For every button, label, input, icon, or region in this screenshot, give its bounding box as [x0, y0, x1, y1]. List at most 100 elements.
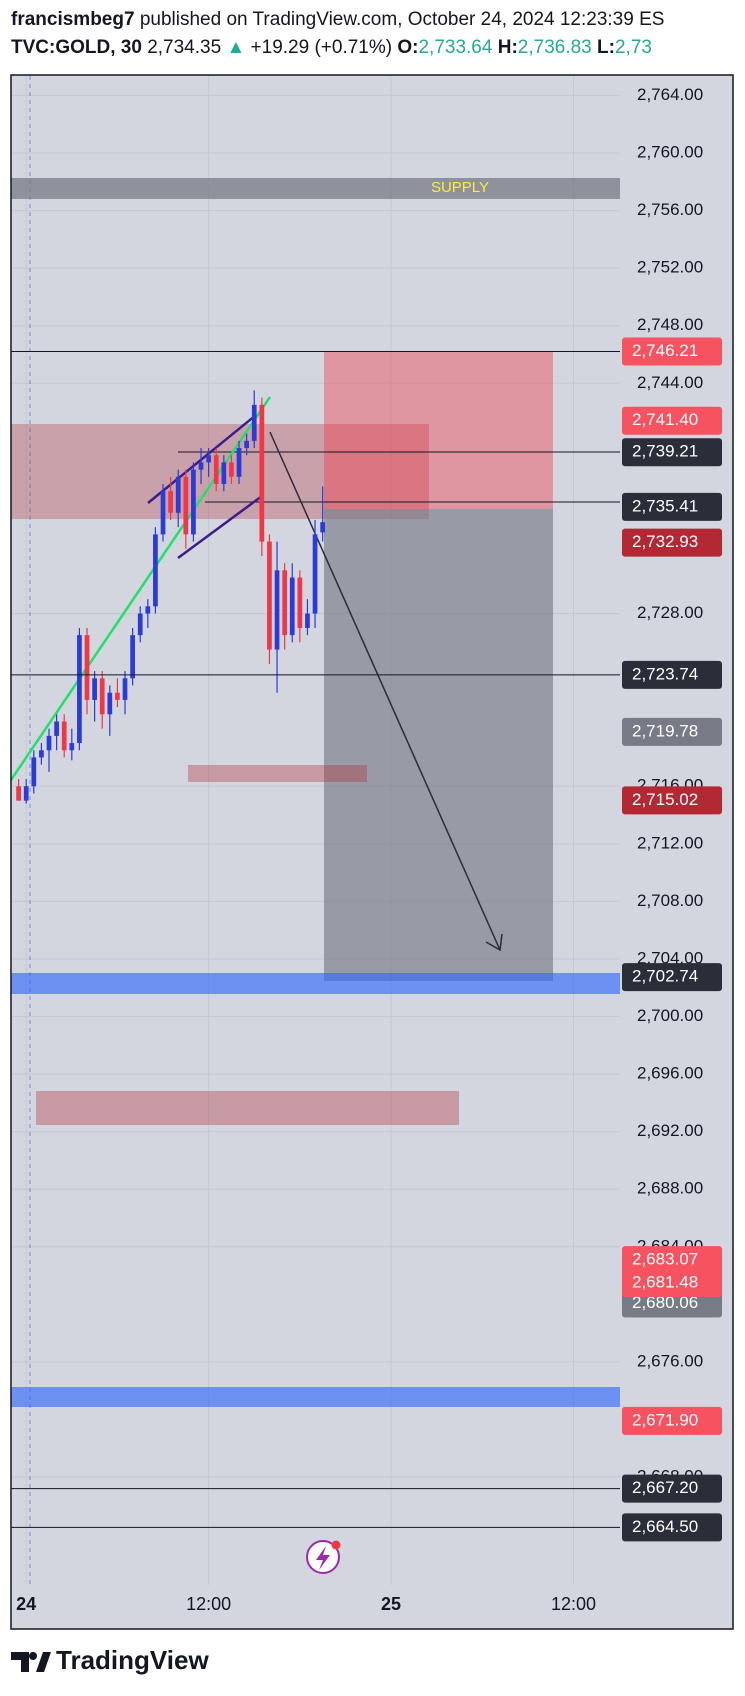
- price-tag-label: 2,741.40: [632, 410, 698, 429]
- candle-body: [145, 606, 151, 614]
- zone: [188, 765, 367, 782]
- candle-body: [229, 462, 234, 477]
- candle-body: [130, 635, 135, 679]
- header-line-2: TVC:GOLD, 30 2,734.35 ▲ +19.29 (+0.71%) …: [11, 37, 652, 58]
- candle-body: [84, 635, 90, 700]
- candle-body: [244, 440, 249, 449]
- price-tag-label: 2,735.41: [632, 496, 698, 515]
- candle-body: [46, 735, 52, 751]
- header-line-1: francismbeg7 published on TradingView.co…: [11, 9, 664, 30]
- candle-body: [297, 577, 303, 628]
- support-band: [11, 1387, 620, 1407]
- y-tick-label: 2,692.00: [637, 1121, 703, 1140]
- logo-text: TradingView: [56, 1645, 209, 1675]
- price-tag-label: 2,746.21: [632, 341, 698, 360]
- y-tick-label: 2,756.00: [637, 200, 703, 219]
- author: francismbeg7: [11, 9, 135, 30]
- price-tag-label: 2,719.78: [632, 721, 698, 740]
- y-tick-label: 2,760.00: [637, 142, 703, 161]
- y-tick-label: 2,700.00: [637, 1006, 703, 1025]
- published: published on TradingView.com, October 24…: [140, 9, 665, 30]
- price-tag-label: 2,683.07: [632, 1250, 698, 1269]
- price-tag: [622, 438, 722, 467]
- candle-body: [39, 750, 44, 758]
- candle-body: [289, 577, 295, 636]
- candle-body: [160, 491, 166, 535]
- candle-body: [23, 786, 29, 801]
- price-tag: [622, 337, 722, 366]
- arrow: [269, 431, 501, 951]
- y-tick-label: 2,704.00: [637, 948, 703, 967]
- supply-zone: [11, 178, 620, 199]
- price-tag-label: 2,671.90: [632, 1410, 698, 1429]
- x-tick-label: 12:00: [551, 1594, 596, 1614]
- candle-body: [259, 404, 265, 542]
- price-tag-label: 2,667.20: [632, 1478, 698, 1497]
- candle-body: [77, 635, 82, 744]
- price-tag: [622, 786, 722, 815]
- price-tag: [622, 528, 722, 557]
- x-tick-label: 25: [381, 1594, 401, 1614]
- candle-body: [236, 448, 242, 477]
- o-label: O:: [397, 37, 418, 58]
- price-tag-label: 2,664.50: [632, 1517, 698, 1536]
- candle-body: [175, 476, 181, 513]
- candle-body: [213, 455, 219, 485]
- zone: [36, 1091, 459, 1125]
- candle-body: [16, 786, 21, 801]
- price-tag-label: 2,739.21: [632, 442, 698, 461]
- price-tag: [622, 963, 722, 992]
- l-label: L:: [597, 37, 615, 58]
- candle-body: [305, 613, 310, 628]
- l-value: 2,73: [615, 37, 652, 58]
- target-zone: [324, 509, 553, 981]
- price-tag: [622, 1406, 722, 1435]
- symbol: TVC:GOLD, 30: [11, 37, 142, 58]
- candle-body: [274, 570, 280, 650]
- price-tag: [622, 717, 722, 746]
- support-band: [11, 973, 620, 994]
- candle-body: [54, 721, 59, 736]
- candle-body: [221, 462, 227, 485]
- drawings: SUPPLY: [9, 178, 620, 1407]
- candle-body: [99, 678, 105, 715]
- candle-body: [267, 541, 272, 650]
- y-tick-label: 2,708.00: [637, 891, 703, 910]
- candle-body: [312, 534, 318, 614]
- candle-body: [198, 462, 204, 470]
- price-tag-label: 2,681.48: [632, 1273, 698, 1292]
- candle-body: [183, 476, 189, 535]
- price-tag: [622, 1246, 722, 1275]
- o-value: 2,733.64: [418, 37, 492, 58]
- candle-body: [61, 721, 67, 751]
- candle-body: [320, 522, 326, 533]
- price-tag-label: 2,680.06: [632, 1293, 698, 1312]
- stop-zone: [324, 352, 553, 509]
- y-tick-label: 2,676.00: [637, 1351, 703, 1370]
- x-tick-label: 12:00: [186, 1594, 231, 1614]
- candle-body: [206, 455, 211, 463]
- frame: [10, 74, 734, 1630]
- supply-label: SUPPLY: [431, 179, 489, 196]
- price-tag: [622, 1269, 722, 1298]
- price-tag-label: 2,732.93: [632, 532, 698, 551]
- candle-body: [168, 491, 173, 513]
- lightning-glyph: [316, 1546, 330, 1570]
- price-tag: [622, 492, 722, 521]
- candle-body: [282, 570, 287, 636]
- y-tick-label: 2,744.00: [637, 373, 703, 392]
- candle-body: [122, 678, 128, 700]
- candle-body: [251, 404, 257, 441]
- x-tick-label: 24: [16, 1594, 36, 1614]
- h-value: 2,736.83: [518, 37, 592, 58]
- arrow-head: [485, 933, 503, 952]
- y-tick-label: 2,748.00: [637, 315, 703, 334]
- channel-line: [177, 494, 263, 560]
- candle-body: [92, 678, 97, 700]
- price-tag: [622, 406, 722, 435]
- h-label: H:: [498, 37, 518, 58]
- arrow: ▲: [226, 37, 245, 58]
- candle-body: [31, 757, 37, 787]
